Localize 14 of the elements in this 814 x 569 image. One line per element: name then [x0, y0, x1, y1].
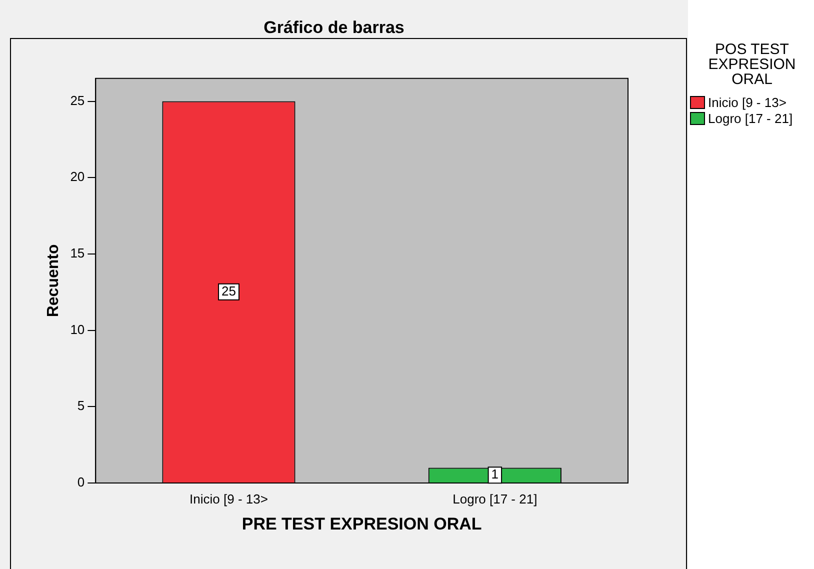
y-tick-label: 25 [70, 92, 85, 108]
data-label: 1 [491, 466, 499, 482]
chart-title: Gráfico de barras [264, 18, 404, 37]
y-tick-label: 15 [70, 246, 85, 261]
y-tick-label: 0 [77, 474, 85, 490]
y-tick-label: 5 [77, 398, 85, 414]
legend-title: POS TEST EXPRESION ORAL [707, 41, 797, 88]
y-axis-title: Recuento [45, 244, 62, 318]
x-axis-title: PRE TEST EXPRESION ORAL [242, 514, 482, 534]
data-label: 25 [222, 283, 236, 298]
y-tick-label: 10 [70, 322, 85, 337]
y-tick-label: 20 [70, 169, 85, 184]
legend-label: Logro [17 - 21] [708, 111, 793, 126]
legend-label: Inicio [9 - 13> [708, 95, 786, 110]
